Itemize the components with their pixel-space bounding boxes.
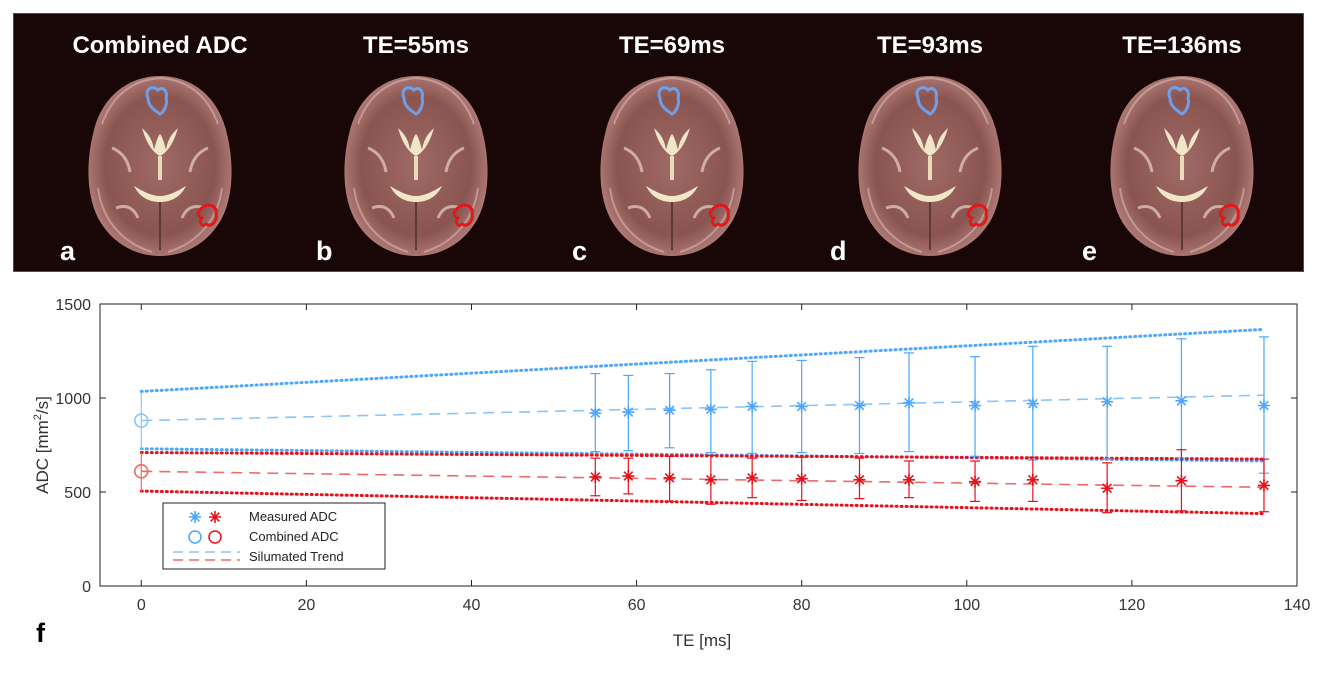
star-marker	[704, 403, 717, 416]
data-markers	[133, 394, 1270, 495]
star-marker	[1026, 397, 1039, 410]
y-axis-label: ADC [mm2/s]	[32, 396, 52, 494]
brain-slice-image	[342, 74, 490, 258]
mri-title: TE=136ms	[1122, 32, 1242, 59]
brain-slice-image	[1108, 74, 1256, 258]
y-tick-label: 1000	[55, 391, 91, 408]
mri-title: TE=93ms	[876, 32, 984, 59]
mri-title: TE=69ms	[618, 32, 726, 59]
star-marker	[795, 400, 808, 413]
star-marker	[903, 396, 916, 409]
x-tick-label: 100	[953, 597, 980, 614]
star-marker	[1175, 394, 1188, 407]
panel-letter: b	[316, 236, 333, 266]
star-marker	[189, 511, 201, 523]
x-tick-label: 120	[1119, 597, 1146, 614]
figure-letter: f	[36, 618, 45, 648]
mri-frame: Combined ADC a	[34, 14, 286, 271]
x-axis-label: TE [ms]	[673, 631, 732, 650]
mri-frame: TE=136ms e	[1056, 14, 1308, 271]
star-marker	[853, 399, 866, 412]
trend-lines	[141, 394, 1264, 489]
brain-slice-image	[598, 74, 746, 258]
legend: Measured ADC Combined ADC Silumated Tren…	[162, 502, 386, 570]
x-tick-label: 140	[1284, 597, 1311, 614]
star-marker	[622, 470, 635, 483]
star-marker	[903, 473, 916, 486]
star-marker	[1257, 399, 1270, 412]
axis-ticks	[100, 303, 1298, 587]
legend-label: Combined ADC	[249, 529, 339, 544]
mri-frame: TE=93ms d	[804, 14, 1056, 271]
y-axis-label-main: ADC [mm	[33, 420, 52, 494]
star-marker	[1257, 479, 1270, 492]
legend-box	[162, 502, 386, 570]
star-marker	[746, 400, 759, 413]
star-marker	[969, 475, 982, 488]
x-tick-label: 60	[628, 597, 646, 614]
star-marker	[622, 406, 635, 419]
legend-circle-marker	[188, 530, 202, 544]
adc-chart: 0 20 40 60 80 100 120 140 0 500 1000 1500 TE [ms] A…	[32, 297, 1310, 650]
mri-frame: TE=55ms b	[290, 14, 542, 271]
star-marker	[969, 399, 982, 412]
y-tick-label: 1500	[55, 297, 91, 314]
mri-title: TE=55ms	[362, 32, 470, 59]
panel-letter: a	[60, 236, 76, 266]
mri-title: Combined ADC	[72, 32, 248, 59]
bound-line	[139, 489, 1266, 516]
star-marker	[746, 471, 759, 484]
circle-marker	[133, 464, 149, 479]
star-marker	[1101, 395, 1114, 408]
bound-line	[139, 451, 1266, 461]
bound-line	[139, 327, 1266, 393]
x-tick-label: 0	[137, 597, 146, 614]
y-axis-label-end: /s]	[33, 396, 52, 414]
x-tick-label: 40	[463, 597, 481, 614]
panel-letter: e	[1082, 236, 1098, 266]
brain-slice-image	[86, 74, 234, 258]
x-tick-label: 80	[793, 597, 811, 614]
legend-circle-marker	[208, 530, 222, 544]
star-marker	[1101, 482, 1114, 495]
tick-labels: 0 20 40 60 80 100 120 140 0 500 1000 1500	[55, 297, 1310, 614]
star-marker	[663, 471, 676, 484]
star-marker	[1026, 473, 1039, 486]
star-marker	[1175, 474, 1188, 487]
mri-image-strip: Combined ADC a TE=55ms b TE=69ms c TE=93…	[13, 13, 1304, 272]
bound-lines	[139, 327, 1266, 516]
circle-marker	[133, 413, 149, 428]
y-axis-label-sup: 2	[32, 414, 44, 420]
star-marker	[589, 470, 602, 483]
star-marker	[663, 404, 676, 417]
star-marker	[209, 511, 221, 523]
y-tick-label: 0	[82, 579, 91, 596]
legend-label: Silumated Trend	[249, 549, 344, 564]
legend-label: Measured ADC	[249, 509, 337, 524]
trend-line	[141, 394, 1264, 422]
y-tick-label: 500	[64, 485, 91, 502]
legend-markers	[173, 511, 240, 561]
mri-frame: TE=69ms c	[546, 14, 798, 271]
star-marker	[795, 472, 808, 485]
trend-line	[141, 470, 1264, 489]
star-marker	[589, 407, 602, 420]
star-marker	[704, 473, 717, 486]
star-marker	[853, 473, 866, 486]
panel-letter: c	[572, 236, 588, 266]
brain-slice-image	[856, 74, 1004, 258]
x-tick-label: 20	[297, 597, 315, 614]
panel-letter: d	[830, 236, 847, 266]
